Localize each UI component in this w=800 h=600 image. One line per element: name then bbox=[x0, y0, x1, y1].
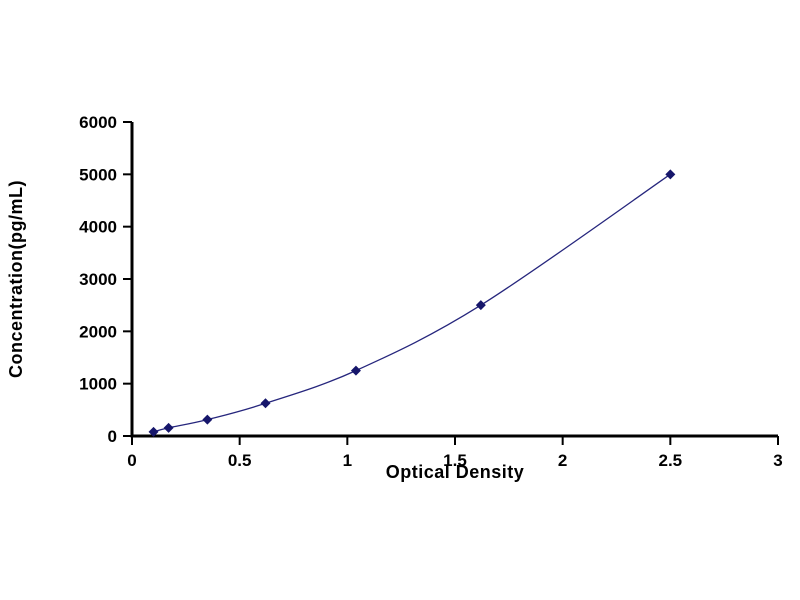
y-tick-label: 6000 bbox=[79, 113, 117, 132]
x-tick-label: 1.5 bbox=[443, 451, 467, 470]
x-tick-label: 0.5 bbox=[228, 451, 252, 470]
y-tick-label: 2000 bbox=[79, 322, 117, 341]
data-point-marker bbox=[148, 426, 159, 437]
x-tick-label: 3 bbox=[773, 451, 782, 470]
y-tick-label: 5000 bbox=[79, 165, 117, 184]
x-tick-label: 2.5 bbox=[659, 451, 683, 470]
y-tick-label: 4000 bbox=[79, 218, 117, 237]
data-point-marker bbox=[475, 300, 486, 311]
x-tick-label: 0 bbox=[127, 451, 136, 470]
data-point-marker bbox=[202, 414, 213, 425]
x-tick-label: 2 bbox=[558, 451, 567, 470]
y-tick-label: 1000 bbox=[79, 375, 117, 394]
y-axis-title: Concentration(pg/mL) bbox=[6, 180, 26, 378]
standard-curve-line bbox=[153, 173, 671, 433]
data-point-marker bbox=[665, 169, 676, 180]
data-point-marker bbox=[260, 398, 271, 409]
x-tick-label: 1 bbox=[343, 451, 352, 470]
x-axis-title: Optical Density bbox=[386, 462, 525, 482]
data-point-marker bbox=[163, 422, 174, 433]
y-tick-label: 3000 bbox=[79, 270, 117, 289]
data-point-marker bbox=[350, 365, 361, 376]
y-tick-label: 0 bbox=[108, 427, 117, 446]
